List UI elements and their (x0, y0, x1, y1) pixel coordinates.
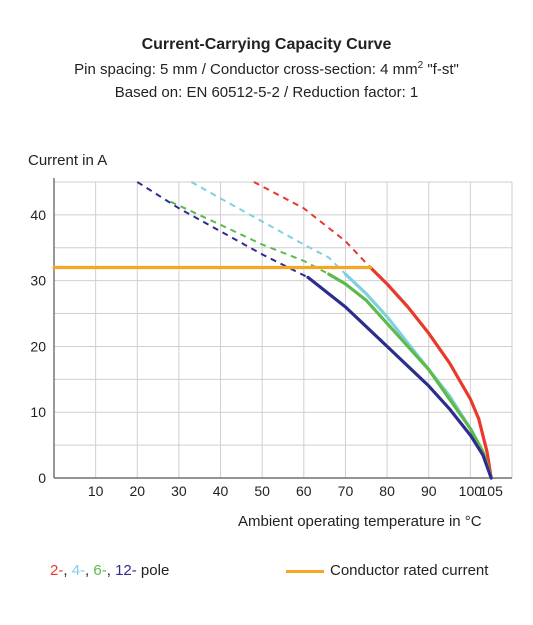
pole-legend-item: 2- (50, 562, 64, 579)
pole-legend-suffix: pole (140, 562, 170, 579)
x-tick-label: 90 (421, 483, 437, 499)
x-tick-label: 100 (459, 483, 483, 499)
chart-subtitle-2: Based on: EN 60512-5-2 / Reduction facto… (114, 84, 419, 101)
series-2-line (368, 265, 493, 480)
x-tick-label: 20 (129, 483, 145, 499)
x-axis-label: Ambient operating temperature in °C (238, 513, 482, 530)
x-tick-label: 80 (379, 483, 395, 499)
x-tick-label: 50 (254, 483, 270, 499)
x-tick-label: 70 (338, 483, 354, 499)
chart-subtitle: Pin spacing: 5 mm / Conductor cross-sect… (0, 60, 533, 78)
rated-current-label: Conductor rated current (330, 562, 489, 579)
x-tick-label: 105 (480, 483, 504, 499)
series-6-extrapolated-line (170, 200, 330, 275)
pole-legend-item: 12- (115, 562, 137, 579)
subtitle-superscript: 2 (417, 60, 424, 71)
rated-current-swatch (286, 569, 324, 573)
series-12-line (306, 275, 493, 480)
x-tick-label: 60 (296, 483, 312, 499)
chart-title: Current-Carrying Capacity Curve (141, 36, 392, 53)
pole-legend-separator: , (106, 562, 116, 579)
y-tick-label: 10 (30, 404, 46, 420)
subtitle-text: Pin spacing: 5 mm / Conductor cross-sect… (74, 61, 418, 78)
subtitle-suffix: "f-st" (423, 61, 459, 78)
pole-legend-separator: , (63, 562, 72, 579)
y-axis-label: Current in A (28, 152, 108, 169)
pole-legend-items: 2-, 4-, 6-, 12- (50, 562, 141, 579)
x-tick-label: 30 (171, 483, 187, 499)
series-2-extrapolated-line (253, 181, 372, 269)
rated-current-legend: Conductor rated current (286, 562, 488, 579)
series-12-extrapolated-line (136, 181, 309, 279)
x-tick-label: 40 (213, 483, 229, 499)
pole-legend-separator: , (85, 562, 94, 579)
series-6-line (327, 272, 493, 480)
x-tick-label: 10 (88, 483, 104, 499)
series-4-extrapolated-line (190, 181, 347, 275)
y-tick-label: 30 (30, 273, 46, 289)
pole-legend: 2-, 4-, 6-, 12- pole (50, 562, 169, 579)
pole-legend-item: 6- (93, 562, 107, 579)
y-tick-label: 40 (30, 207, 46, 223)
y-tick-label: 0 (38, 470, 46, 486)
pole-legend-item: 4- (71, 562, 86, 579)
y-tick-label: 20 (30, 338, 46, 354)
